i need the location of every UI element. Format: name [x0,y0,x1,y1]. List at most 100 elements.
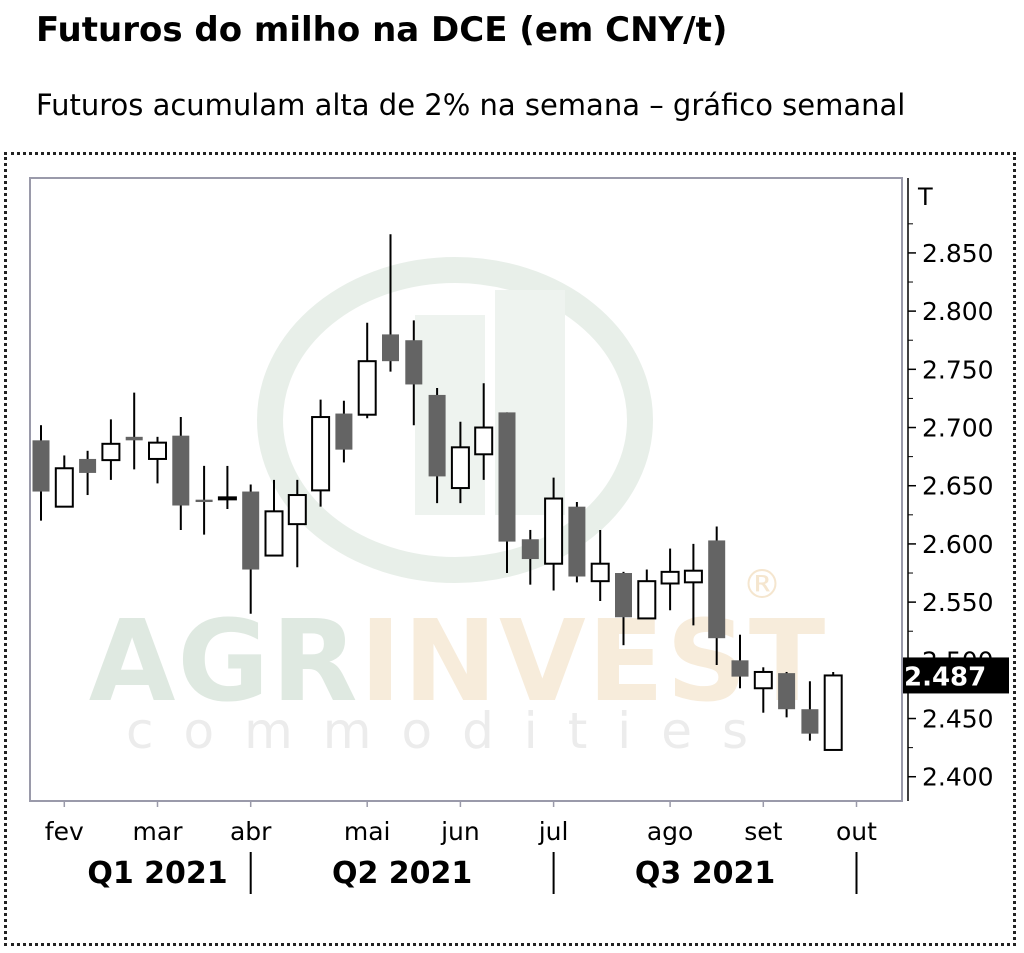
candle-body-down [195,499,213,503]
candle-body-down [778,673,796,710]
candle-body-down [125,436,143,441]
candle [753,667,773,713]
quarter-label: Q1 2021 [87,856,227,891]
candle [195,465,213,535]
watermark-tagline: commodities [126,702,778,760]
candle [615,571,632,646]
candle-body-up [474,426,494,456]
candle-body-up [287,494,307,526]
candle [287,479,307,568]
y-axis: T2.4002.4502.5002.5502.6002.6502.7002.75… [907,178,994,801]
last-price-marker: 2.487 [903,657,1009,694]
candle [450,421,470,504]
candle-body-down [335,413,353,450]
candle [357,322,377,419]
candle-body-up [590,562,610,583]
quarter-label: Q3 2021 [635,856,775,891]
candle [172,417,190,530]
candle-body-down [428,394,446,477]
candle [823,671,843,751]
quarter-label: Q2 2021 [332,856,472,891]
candle-body-down [382,334,399,362]
candle-body-down [731,660,749,677]
watermark-bar [415,315,485,515]
candle [708,526,726,665]
chart-title: Futuros do milho na DCE (em CNY/t) [36,10,728,50]
watermark-brand: AGRINVEST [89,597,828,727]
candle [544,477,564,591]
candle [242,484,260,614]
candle-body-down [32,440,50,492]
y-axis-unit-label: T [917,183,933,211]
candle-body-up [753,670,773,690]
candle-body-up [660,570,680,585]
candle [264,479,284,557]
x-tick-label: jul [538,817,569,846]
candle [428,387,446,504]
watermark-logo: AGRINVEST ® commodities [89,257,828,760]
candle [801,681,819,741]
x-tick-label: ago [647,817,693,846]
candle [217,465,237,509]
candle-body-down [242,491,260,570]
plot-area [29,177,903,802]
candle-body-up [683,569,703,584]
candle-body-up [544,497,564,565]
candle-body-down [615,573,632,618]
candle [683,543,703,626]
x-tick-label: fev [45,817,84,846]
candle [148,436,167,484]
candle-body-up [357,360,377,416]
candle [731,634,749,689]
candle-body-up [311,416,331,492]
candle-body-down [172,435,190,506]
y-tick-label: 2.600 [922,530,994,559]
candle-body-down [568,506,586,577]
candle [335,400,353,463]
candle-body-down [79,458,97,473]
x-tick-label: set [744,817,782,846]
candle [382,234,399,372]
y-tick-label: 2.400 [922,763,994,792]
last-price-badge [903,657,1009,694]
candle [405,320,423,426]
candle [101,419,121,480]
candle [498,412,516,574]
last-price-label: 2.487 [904,662,986,692]
watermark-registered: ® [742,562,782,608]
x-tick-label: mai [344,817,391,846]
candle [637,569,657,620]
y-tick-label: 2.750 [922,355,994,384]
candle-body-up [637,580,657,620]
candle-body-up [823,674,843,751]
candle [32,425,50,521]
x-tick-label: mar [133,817,184,846]
watermark-brand-left: AGR [89,597,360,727]
watermark-swoosh [257,257,653,583]
candle-body-down [498,412,516,542]
x-tick-label: jun [440,817,480,846]
y-tick-label: 2.700 [922,414,994,443]
candle [125,392,143,470]
candle-body-down [708,540,726,639]
candle-body-up [264,510,284,557]
x-axis: fev mar abr mai jun jul ago set out Q1 2021 Q2 202… [45,801,877,894]
chart-subtitle: Futuros acumulam alta de 2% na semana – … [36,88,906,122]
candle-body-down [405,340,423,385]
y-tick-label: 2.550 [922,588,994,617]
x-tick-label: abr [230,817,272,846]
y-tick-label: 2.450 [922,705,994,734]
candle [568,502,586,583]
candle-body-down [801,709,819,734]
candles [32,234,843,751]
candle [79,450,97,496]
candle [311,399,331,507]
candle-body-up [148,441,167,460]
candle [660,548,680,611]
candle [521,529,539,585]
candle-body-down [521,539,539,560]
x-tick-label: out [836,817,877,846]
candle-body-up [450,446,470,490]
candle-body-up [54,467,74,508]
